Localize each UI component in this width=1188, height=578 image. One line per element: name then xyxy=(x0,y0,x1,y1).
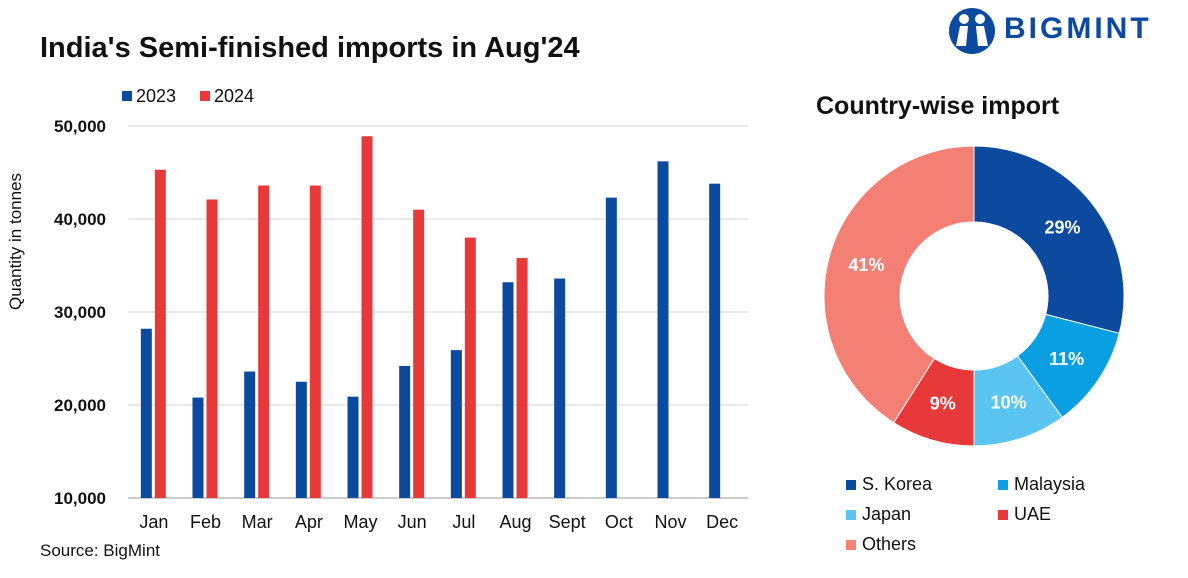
bar-2024-apr xyxy=(309,185,321,498)
pie-chart-title: Country-wise import xyxy=(816,92,1060,120)
gridlines xyxy=(128,125,748,499)
bar-2024-jun xyxy=(413,209,425,498)
bar-2023-sept xyxy=(554,278,566,498)
slice-label: 10% xyxy=(991,393,1027,413)
y-tick-label: 30,000 xyxy=(54,303,106,322)
bar-2023-aug xyxy=(502,282,514,498)
x-axis-ticks: Jan Feb Mar Apr May Jun Jul Aug Sept Oct Nov Dec xyxy=(139,512,738,532)
x-tick-label: Oct xyxy=(605,512,633,532)
slice-label: 11% xyxy=(1049,349,1084,369)
x-tick-label: Aug xyxy=(499,512,531,532)
pie-legend-swatch xyxy=(998,509,1008,520)
x-tick-label: Nov xyxy=(654,512,686,532)
pie-legend-label: Others xyxy=(862,534,917,554)
y-axis-label: Quantity in tonnes xyxy=(6,172,25,310)
pie-legend-item: Others xyxy=(846,534,916,555)
legend-label-2023: 2023 xyxy=(136,86,176,106)
bar-2023-jun xyxy=(399,365,411,498)
slice-label: 41% xyxy=(848,255,884,275)
slice-others xyxy=(823,145,975,424)
bigmint-logo: BIGMINT xyxy=(946,6,1186,56)
bar-2023-mar xyxy=(244,371,256,498)
slice-label: 29% xyxy=(1044,217,1080,237)
y-tick-label: 50,000 xyxy=(54,117,106,136)
legend-swatch-2023 xyxy=(122,91,132,101)
pie-legend-item: UAE xyxy=(998,504,1051,525)
bar-2023-jan xyxy=(140,328,152,498)
bar-2024-aug xyxy=(516,258,528,498)
bar-2024-jul xyxy=(464,237,476,498)
pie-legend-swatch xyxy=(998,479,1008,490)
x-tick-label: Mar xyxy=(242,512,273,532)
bar-chart: 10,000 20,000 30,000 40,000 50,000 Jan Feb Mar… xyxy=(54,86,748,532)
bar-2024-jan xyxy=(154,169,166,498)
bar-2023-nov xyxy=(657,161,669,498)
bar-2023-jul xyxy=(450,350,462,498)
chart-title: India's Semi-finished imports in Aug'24 xyxy=(40,32,580,64)
bar-2023-oct xyxy=(605,197,617,499)
y-axis-ticks: 10,000 20,000 30,000 40,000 50,000 xyxy=(54,117,106,508)
x-tick-label: Jun xyxy=(398,512,427,532)
y-tick-label: 10,000 xyxy=(54,489,106,508)
bar-2024-may xyxy=(361,136,373,499)
legend-label-2024: 2024 xyxy=(214,86,254,106)
slice-s-korea xyxy=(973,145,1125,334)
x-tick-label: Feb xyxy=(190,512,221,532)
pie-legend-swatch xyxy=(846,509,856,520)
bar-2023-feb xyxy=(192,397,204,498)
y-tick-label: 20,000 xyxy=(54,396,106,415)
bar-2023-may xyxy=(347,396,359,498)
pie-legend-label: Malaysia xyxy=(1014,474,1086,494)
pie-legend-swatch xyxy=(846,479,856,490)
donut-slices xyxy=(823,145,1125,447)
bars xyxy=(140,136,721,499)
bar-legend: 2023 2024 xyxy=(122,86,254,106)
donut-chart: 29% 11% 10% 9% 41% xyxy=(823,145,1125,447)
pie-legend-item: Japan xyxy=(846,504,911,525)
donut-labels: 29% 11% 10% 9% 41% xyxy=(848,217,1084,413)
people-icon xyxy=(949,8,995,54)
pie-legend-item: S. Korea xyxy=(846,474,932,495)
pie-legend-label: Japan xyxy=(862,504,912,524)
bar-2023-dec xyxy=(709,183,721,498)
x-tick-label: Dec xyxy=(706,512,738,532)
y-tick-label: 40,000 xyxy=(54,210,106,229)
bar-2024-mar xyxy=(258,185,270,498)
pie-legend-label: S. Korea xyxy=(862,474,933,494)
pie-legend-swatch xyxy=(846,539,856,550)
x-tick-label: Sept xyxy=(549,512,586,532)
source-note: Source: BigMint xyxy=(40,541,160,560)
x-tick-label: Jul xyxy=(452,512,475,532)
x-tick-label: Jan xyxy=(139,512,168,532)
pie-legend-label: UAE xyxy=(1014,504,1052,524)
bar-2023-apr xyxy=(295,381,307,498)
bar-2024-feb xyxy=(206,199,218,498)
x-tick-label: May xyxy=(343,512,377,532)
slice-label: 9% xyxy=(930,394,956,414)
x-tick-label: Apr xyxy=(295,512,323,532)
pie-legend-item: Malaysia xyxy=(998,474,1085,495)
brand-name: BIGMINT xyxy=(1004,12,1152,45)
legend-swatch-2024 xyxy=(200,91,210,101)
